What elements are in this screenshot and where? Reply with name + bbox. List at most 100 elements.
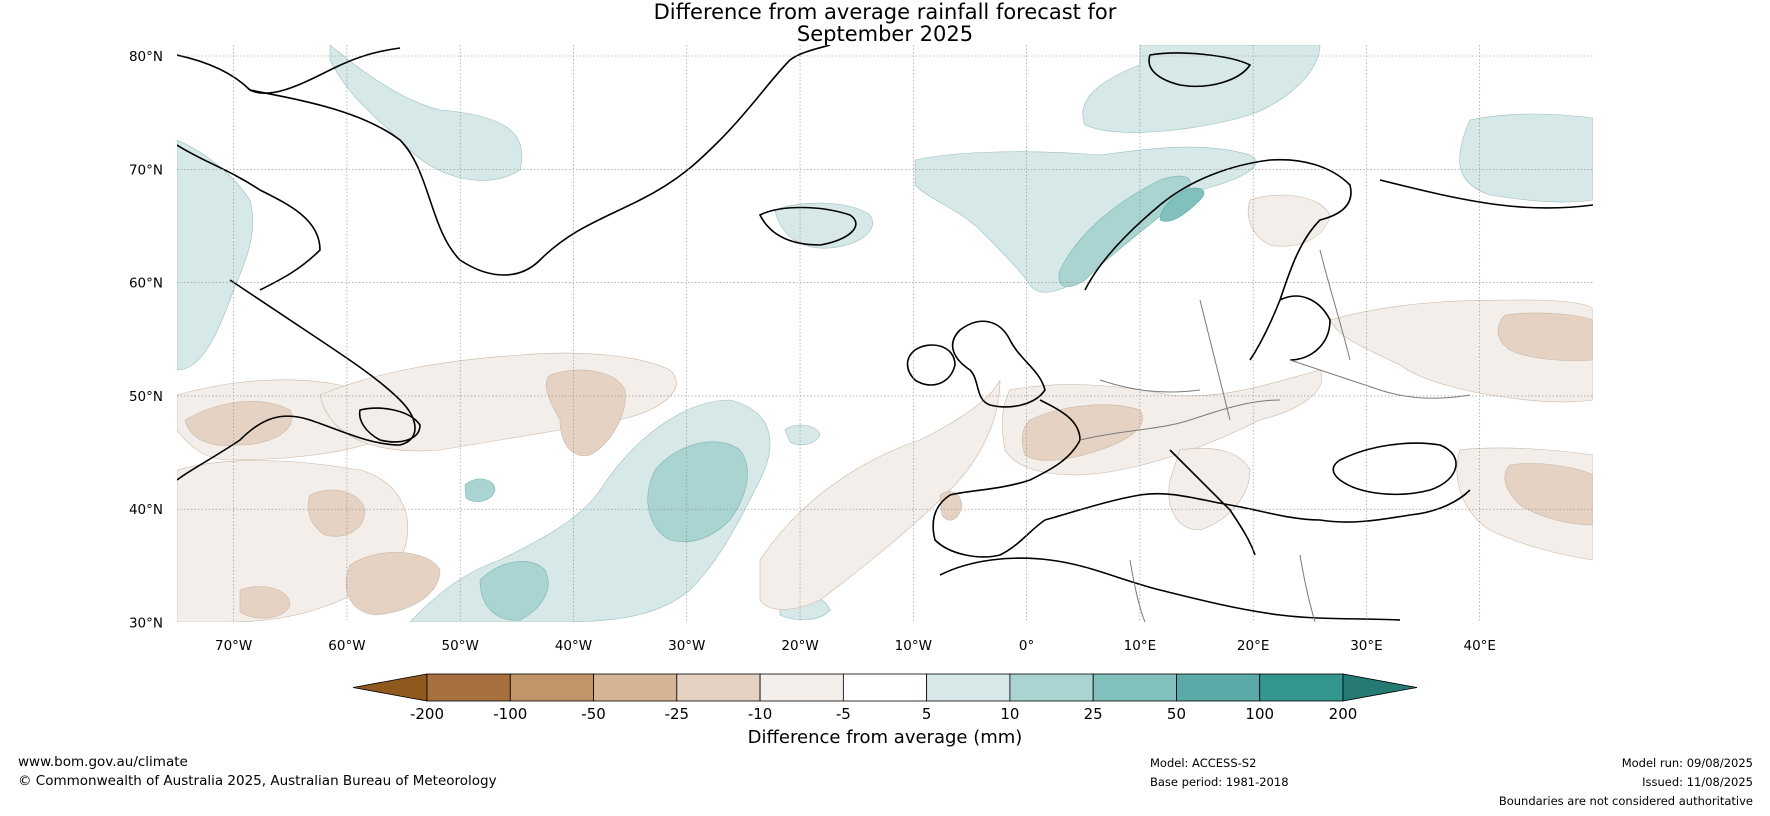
colorbar-swatch [759,673,844,702]
dry-region-russia-core [1497,312,1593,361]
colorbar-title: Difference from average (mm) [747,727,1023,748]
wet-region-small-1 [784,424,821,446]
colorbar-tick-label: -25 [665,705,690,723]
colorbar-tick-label: 100 [1245,705,1274,723]
latitude-label: 80°N [129,49,163,65]
border-line [1079,399,1281,441]
coastline-mediterranean [1044,489,1471,523]
colorbar-swatch [593,673,678,702]
colorbar-swatches [352,673,1418,702]
dry-region-mid-atlantic-blob-1 [307,489,366,537]
coastline-greenland [249,45,831,276]
coastline-svalbard [1148,52,1252,88]
colorbar-swatch [426,673,511,702]
wet-region-greenland-west [177,139,254,371]
colorbar-swatch [1176,673,1261,702]
issued-date: Issued: 11/08/2025 [1642,775,1753,789]
copyright-text: © Commonwealth of Australia 2025, Austra… [18,773,497,789]
dry-region-central-atlantic-core [545,369,626,457]
border-line [1099,379,1201,393]
model-run-date: Model run: 09/08/2025 [1621,756,1753,770]
colorbar-swatch [676,673,761,702]
boundaries-disclaimer: Boundaries are not considered authoritat… [1498,794,1753,808]
chart-title-line-1: Difference from average rainfall forecas… [653,0,1117,24]
colorbar-tick-label: 200 [1329,705,1358,723]
longitude-labels: 70°W 60°W 50°W 40°W 30°W 20°W 10°W 0° 10°E 20°E 30… [215,638,1496,654]
colorbar-swatch [1009,673,1094,702]
colorbar-tick-labels: -200 -100 -50 -25 -10 -5 5 10 25 50 100 200 [410,705,1357,723]
coastline-italy [1169,449,1256,556]
colorbar-tick-label: -100 [493,705,527,723]
latitude-label: 40°N [129,502,163,518]
longitude-label: 20°W [781,638,818,654]
wet-region-atlantic-blob [479,561,549,621]
coastline-iceland [758,206,857,246]
wet-region-barents [1459,113,1593,203]
colorbar-swatch [926,673,1011,702]
dry-region-newfoundland [184,401,293,446]
colorbar-swatch [509,673,594,702]
colorbar-tick-label: 10 [1000,705,1019,723]
colorbar-extend-high [1342,673,1418,702]
base-period: Base period: 1981-2018 [1150,775,1289,789]
wet-region-greenland-east [329,45,523,181]
colorbar-swatch [1092,673,1177,702]
dry-region-turkey-core [1504,463,1593,526]
longitude-label: 30°W [668,638,705,654]
wet-region-svalbard [1082,45,1321,133]
coastline-ireland [906,344,956,386]
coastline-russia-north [1379,179,1593,209]
border-line [1129,559,1146,622]
longitude-label: 50°W [442,638,479,654]
colorbar-swatch [1259,673,1344,702]
colorbar-swatch [842,673,928,702]
colorbar-tick-label: -10 [748,705,773,723]
wet-region-norway-coast-core [1159,187,1205,222]
border-line [1199,299,1231,421]
latitude-label: 70°N [129,162,163,178]
latitude-label: 60°N [129,276,163,292]
border-line [1319,249,1351,361]
colorbar-tick-label: 25 [1084,705,1103,723]
coastline-baffin [177,144,321,291]
longitude-label: 20°E [1237,638,1269,654]
country-borders [1079,249,1471,622]
gridlines [177,45,1593,622]
latitude-labels: 80°N 70°N 60°N 50°N 40°N 30°N [129,49,163,632]
colorbar-tick-label: 5 [922,705,932,723]
coastline-north-africa [939,557,1401,621]
longitude-label: 10°E [1124,638,1156,654]
border-line [1299,554,1316,622]
website-link[interactable]: www.bom.gov.au/climate [18,754,188,770]
longitude-label: 0° [1019,638,1034,654]
dry-region-eastern-atlantic-band [759,379,1001,610]
colorbar-extend-low [352,673,428,702]
coastline-british-isles [951,320,1046,408]
longitude-label: 40°E [1463,638,1495,654]
coastline-newfoundland [358,407,421,443]
map-field [177,45,1593,622]
coastline-ellesmere [177,47,401,94]
coastline-baltic [1279,295,1331,361]
longitude-label: 30°E [1350,638,1382,654]
longitude-label: 40°W [555,638,592,654]
longitude-label: 60°W [328,638,365,654]
colorbar-tick-label: -50 [581,705,606,723]
colorbar-tick-label: -5 [836,705,851,723]
dry-region-mid-atlantic-blob-2 [345,551,441,616]
wet-region-small-2 [464,478,496,503]
latitude-label: 30°N [129,616,163,632]
latitude-label: 50°N [129,389,163,405]
model-name: Model: ACCESS-S2 [1150,756,1257,770]
coastline-labrador [177,279,416,481]
colorbar-tick-label: -200 [410,705,444,723]
coastline-black-sea [1332,442,1457,496]
longitude-label: 10°W [895,638,932,654]
chart-title-line-2: September 2025 [796,22,974,46]
wet-region-atlantic-core [647,441,748,543]
colorbar-tick-label: 50 [1167,705,1186,723]
dry-region-france-alps [1021,404,1143,461]
dry-region-mid-atlantic-blob-3 [239,586,291,619]
